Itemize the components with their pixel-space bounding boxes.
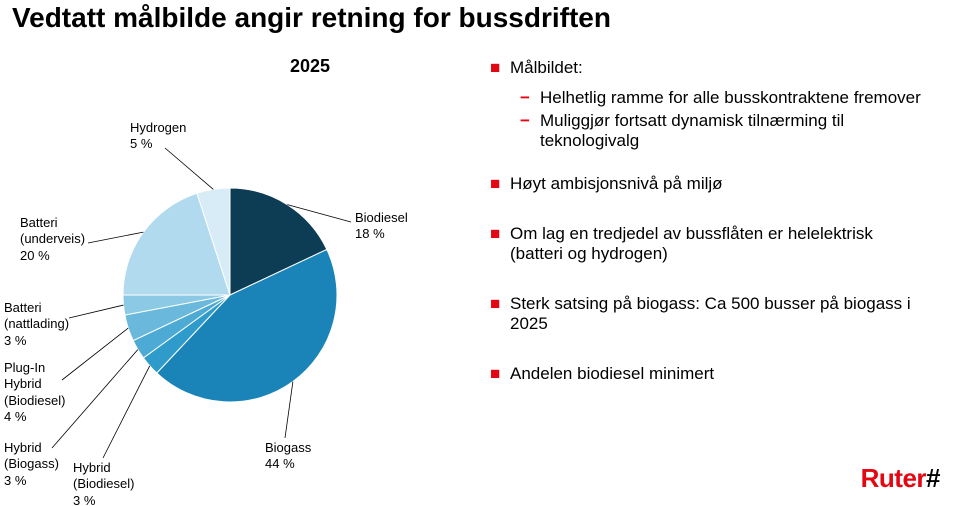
pie-label: Plug-InHybrid(Biodiesel)4 % bbox=[4, 360, 65, 425]
pie-label: Biodiesel18 % bbox=[355, 210, 408, 243]
pie-label: Batteri(underveis)20 % bbox=[20, 215, 85, 264]
ruter-logo: Ruter# bbox=[861, 463, 940, 494]
bullet-text: Andelen biodiesel minimert bbox=[510, 364, 714, 384]
leader-line bbox=[103, 366, 150, 458]
spacer bbox=[490, 394, 930, 414]
spacer bbox=[490, 154, 930, 174]
pie-label: Batteri(nattlading)3 % bbox=[4, 300, 69, 349]
spacer bbox=[490, 344, 930, 364]
bullet-lvl1: ■Andelen biodiesel minimert bbox=[490, 364, 930, 384]
slide-title: Vedtatt målbilde angir retning for bussd… bbox=[12, 2, 611, 34]
square-bullet-icon: ■ bbox=[490, 224, 510, 264]
pie-chart: Biodiesel18 %Biogass44 %Hybrid(Biodiesel… bbox=[0, 60, 440, 480]
bullet-text: Sterk satsing på biogass: Ca 500 busser … bbox=[510, 294, 930, 334]
spacer bbox=[490, 274, 930, 294]
bullet-lvl1: ■Høyt ambisjonsnivå på miljø bbox=[490, 174, 930, 194]
bullet-text: Høyt ambisjonsnivå på miljø bbox=[510, 174, 723, 194]
spacer bbox=[490, 204, 930, 224]
pie-label: Hydrogen5 % bbox=[130, 120, 186, 153]
content: ■Målbildet:−Helhetlig ramme for alle bus… bbox=[490, 58, 930, 414]
bullet-text: Om lag en tredjedel av bussflåten er hel… bbox=[510, 224, 930, 264]
dash-bullet-icon: − bbox=[520, 88, 540, 108]
bullet-lvl2: −Helhetlig ramme for alle busskontrakten… bbox=[520, 88, 930, 108]
pie-svg bbox=[0, 60, 440, 480]
bullet-lvl1: ■Målbildet: bbox=[490, 58, 930, 78]
square-bullet-icon: ■ bbox=[490, 294, 510, 334]
bullet-text: Muliggjør fortsatt dynamisk tilnærming t… bbox=[540, 111, 930, 151]
bullet-text: Helhetlig ramme for alle busskontraktene… bbox=[540, 88, 921, 108]
dash-bullet-icon: − bbox=[520, 111, 540, 151]
bullet-lvl2: −Muliggjør fortsatt dynamisk tilnærming … bbox=[520, 111, 930, 151]
leader-line bbox=[165, 148, 213, 189]
bullet-text: Målbildet: bbox=[510, 58, 583, 78]
square-bullet-icon: ■ bbox=[490, 174, 510, 194]
logo-hash: # bbox=[926, 463, 940, 493]
pie-label: Hybrid(Biogass)3 % bbox=[4, 440, 59, 489]
square-bullet-icon: ■ bbox=[490, 364, 510, 384]
leader-line bbox=[285, 382, 293, 438]
pie-label: Hybrid(Biodiesel)3 % bbox=[73, 460, 134, 506]
bullet-lvl1: ■Om lag en tredjedel av bussflåten er he… bbox=[490, 224, 930, 264]
bullet-lvl1: ■Sterk satsing på biogass: Ca 500 busser… bbox=[490, 294, 930, 334]
pie-label: Biogass44 % bbox=[265, 440, 311, 473]
logo-text: Ruter bbox=[861, 463, 926, 493]
leader-line bbox=[88, 232, 143, 243]
slide: Vedtatt målbilde angir retning for bussd… bbox=[0, 0, 960, 506]
leader-line bbox=[69, 305, 123, 318]
square-bullet-icon: ■ bbox=[490, 58, 510, 78]
